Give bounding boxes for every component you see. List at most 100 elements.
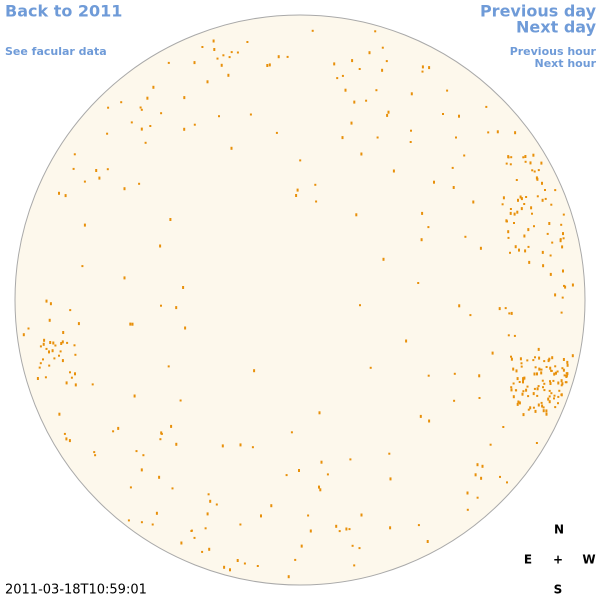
facula: [243, 562, 246, 565]
facula: [63, 432, 66, 435]
facula: [562, 213, 565, 216]
facula: [142, 454, 145, 457]
facula: [509, 211, 512, 215]
facula: [146, 96, 149, 100]
facula: [348, 528, 351, 531]
facula: [512, 367, 515, 371]
facula: [58, 412, 61, 416]
facula: [386, 113, 389, 117]
facula: [544, 197, 547, 200]
facula: [446, 89, 449, 92]
facula: [420, 238, 423, 242]
previous-hour-link[interactable]: Previous hour: [510, 45, 597, 58]
facula: [514, 389, 517, 392]
facula: [520, 197, 523, 201]
compass-north: N: [554, 523, 564, 537]
facula: [39, 362, 42, 365]
facula: [358, 68, 361, 70]
facula: [531, 212, 533, 215]
facula: [427, 374, 430, 377]
facula: [510, 156, 513, 159]
facula: [230, 51, 233, 54]
facula: [381, 46, 384, 49]
facula: [190, 529, 193, 532]
facula: [472, 200, 475, 204]
facula: [527, 245, 530, 248]
next-hour-link[interactable]: Next hour: [535, 57, 597, 70]
facula: [419, 414, 422, 418]
facula: [152, 85, 155, 89]
facula: [345, 527, 348, 531]
facula: [453, 372, 456, 375]
facula: [223, 565, 226, 569]
back-link[interactable]: Back to 2011: [5, 2, 122, 21]
facula: [326, 473, 329, 476]
facula: [218, 115, 220, 118]
facula: [458, 304, 461, 308]
next-day-link[interactable]: Next day: [516, 18, 597, 37]
facula: [453, 399, 456, 402]
facula: [65, 437, 68, 441]
facula: [554, 189, 557, 192]
facula: [227, 73, 230, 77]
facula: [106, 168, 109, 171]
facula: [515, 179, 518, 181]
facular-link[interactable]: See facular data: [5, 45, 107, 58]
facula: [138, 182, 141, 185]
facula: [474, 473, 477, 477]
facula: [535, 442, 538, 444]
facula: [499, 475, 501, 478]
facula: [127, 519, 130, 522]
facula: [556, 370, 559, 373]
facula: [45, 299, 48, 303]
facula: [159, 438, 162, 441]
facula: [513, 334, 516, 337]
facula: [123, 187, 126, 191]
facula: [542, 264, 545, 268]
facula: [529, 406, 532, 410]
facula: [543, 389, 546, 392]
facula: [389, 526, 392, 530]
facula: [290, 431, 293, 434]
previous-day-link[interactable]: Previous day: [480, 2, 597, 21]
facula: [51, 349, 54, 353]
facula: [525, 196, 528, 198]
facula: [160, 304, 162, 307]
facula: [455, 136, 457, 139]
facula: [341, 136, 344, 140]
facula: [215, 503, 218, 506]
facula: [36, 377, 39, 380]
facula: [533, 387, 536, 390]
facula: [64, 194, 67, 198]
facular-points: [22, 29, 574, 579]
facula: [140, 468, 143, 472]
facula: [307, 514, 310, 517]
facula: [230, 146, 233, 150]
facula: [534, 356, 536, 359]
facula: [144, 141, 147, 144]
facula: [549, 254, 552, 257]
facula: [183, 96, 186, 100]
facula: [466, 508, 469, 511]
facula: [209, 499, 212, 503]
facula: [72, 167, 75, 170]
facula: [463, 154, 466, 157]
facula: [369, 366, 372, 369]
facula: [552, 379, 555, 382]
facula: [502, 196, 505, 200]
facula: [540, 371, 543, 375]
facula: [562, 269, 564, 273]
facula: [538, 356, 541, 360]
facula: [417, 524, 420, 527]
facula: [228, 56, 231, 59]
facula: [309, 529, 312, 533]
facula: [519, 357, 522, 361]
facula: [520, 207, 523, 211]
facula: [135, 450, 138, 453]
facula: [509, 251, 511, 254]
facula: [270, 504, 273, 508]
facula: [112, 430, 115, 433]
facula: [62, 331, 65, 334]
facula: [427, 226, 430, 229]
